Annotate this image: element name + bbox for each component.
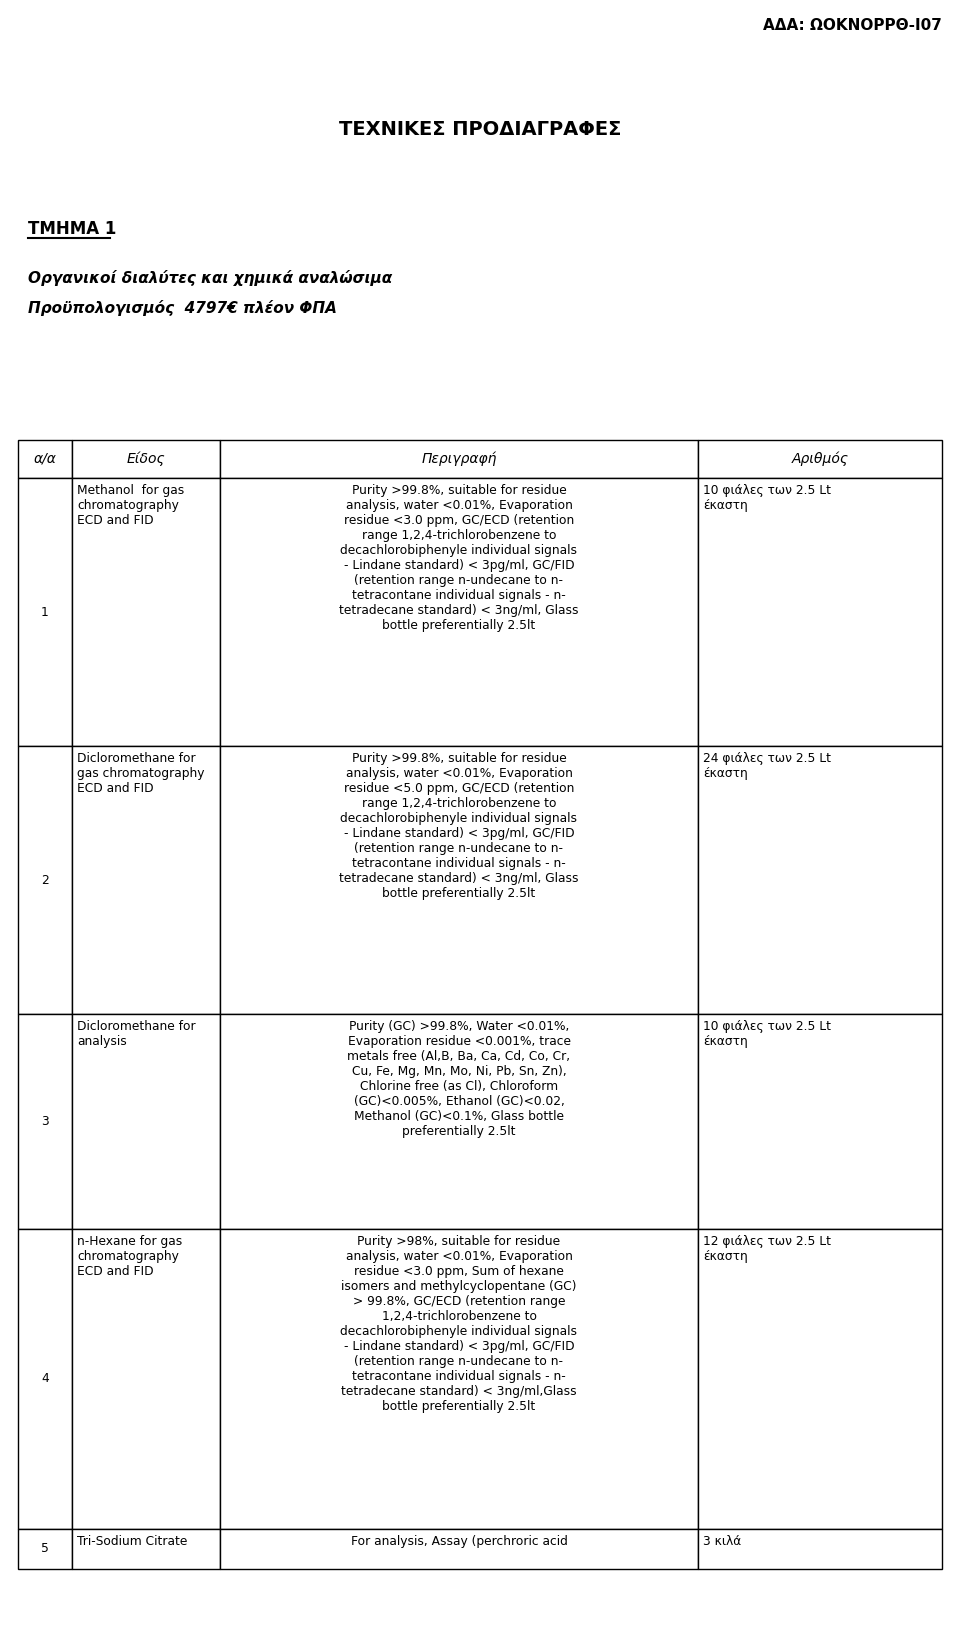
Bar xyxy=(18,1229,72,1529)
Text: 1: 1 xyxy=(41,606,49,619)
Text: ΤΜΗΜΑ 1: ΤΜΗΜΑ 1 xyxy=(28,220,116,238)
Text: Purity >99.8%, suitable for residue
analysis, water <0.01%, Evaporation
residue : Purity >99.8%, suitable for residue anal… xyxy=(339,752,579,900)
Bar xyxy=(220,479,698,746)
Bar xyxy=(220,440,698,479)
Text: 10 φιάλες των 2.5 Lt
έκαστη: 10 φιάλες των 2.5 Lt έκαστη xyxy=(703,484,831,511)
Bar xyxy=(698,479,942,746)
Text: Περιγραφή: Περιγραφή xyxy=(421,451,496,466)
Text: 24 φιάλες των 2.5 Lt
έκαστη: 24 φιάλες των 2.5 Lt έκαστη xyxy=(703,752,831,780)
Bar xyxy=(220,1529,698,1569)
Text: Αριθμός: Αριθμός xyxy=(791,451,849,466)
Bar xyxy=(18,1014,72,1229)
Text: Methanol  for gas
chromatography
ECD and FID: Methanol for gas chromatography ECD and … xyxy=(77,484,184,527)
Bar xyxy=(18,479,72,746)
Text: Purity >99.8%, suitable for residue
analysis, water <0.01%, Evaporation
residue : Purity >99.8%, suitable for residue anal… xyxy=(339,484,579,632)
Text: Dicloromethane for
analysis: Dicloromethane for analysis xyxy=(77,1021,196,1048)
Text: Είδος: Είδος xyxy=(127,451,165,466)
Bar xyxy=(698,1529,942,1569)
Text: 4: 4 xyxy=(41,1372,49,1385)
Text: AΔA: ΩΟΚΝΟΡΡΘ-Ι07: AΔA: ΩΟΚΝΟΡΡΘ-Ι07 xyxy=(763,18,942,33)
Text: 10 φιάλες των 2.5 Lt
έκαστη: 10 φιάλες των 2.5 Lt έκαστη xyxy=(703,1021,831,1048)
Bar xyxy=(220,746,698,1014)
Bar xyxy=(72,746,220,1014)
Text: 3 κιλά: 3 κιλά xyxy=(703,1535,741,1548)
Text: 2: 2 xyxy=(41,874,49,887)
Text: 5: 5 xyxy=(41,1542,49,1555)
Bar xyxy=(698,440,942,479)
Text: Purity >98%, suitable for residue
analysis, water <0.01%, Evaporation
residue <3: Purity >98%, suitable for residue analys… xyxy=(341,1236,578,1413)
Bar xyxy=(72,1529,220,1569)
Text: 3: 3 xyxy=(41,1115,49,1128)
Bar xyxy=(698,1229,942,1529)
Bar xyxy=(698,746,942,1014)
Text: α/α: α/α xyxy=(34,453,57,466)
Bar xyxy=(72,440,220,479)
Text: Purity (GC) >99.8%, Water <0.01%,
Evaporation residue <0.001%, trace
metals free: Purity (GC) >99.8%, Water <0.01%, Evapor… xyxy=(348,1021,570,1138)
Text: n-Hexane for gas
chromatography
ECD and FID: n-Hexane for gas chromatography ECD and … xyxy=(77,1236,182,1278)
Bar xyxy=(72,479,220,746)
Bar xyxy=(220,1229,698,1529)
Text: Οργανικοί διαλύτες και χημικά αναλώσιμα: Οργανικοί διαλύτες και χημικά αναλώσιμα xyxy=(28,270,393,287)
Text: Dicloromethane for
gas chromatography
ECD and FID: Dicloromethane for gas chromatography EC… xyxy=(77,752,204,794)
Text: Tri-Sodium Citrate: Tri-Sodium Citrate xyxy=(77,1535,187,1548)
Bar xyxy=(18,440,72,479)
Bar xyxy=(18,1529,72,1569)
Text: 12 φιάλες των 2.5 Lt
έκαστη: 12 φιάλες των 2.5 Lt έκαστη xyxy=(703,1236,831,1263)
Bar xyxy=(220,1014,698,1229)
Bar xyxy=(72,1014,220,1229)
Bar xyxy=(18,746,72,1014)
Text: For analysis, Assay (perchroric acid: For analysis, Assay (perchroric acid xyxy=(350,1535,567,1548)
Text: Προϋπολογισμός  4797€ πλέον ΦΠΑ: Προϋπολογισμός 4797€ πλέον ΦΠΑ xyxy=(28,300,337,316)
Bar xyxy=(698,1014,942,1229)
Text: ΤΕΧΝΙΚΕΣ ΠΡΟΔΙΑΓΡΑΦΕΣ: ΤΕΧΝΙΚΕΣ ΠΡΟΔΙΑΓΡΑΦΕΣ xyxy=(339,120,621,138)
Bar xyxy=(72,1229,220,1529)
